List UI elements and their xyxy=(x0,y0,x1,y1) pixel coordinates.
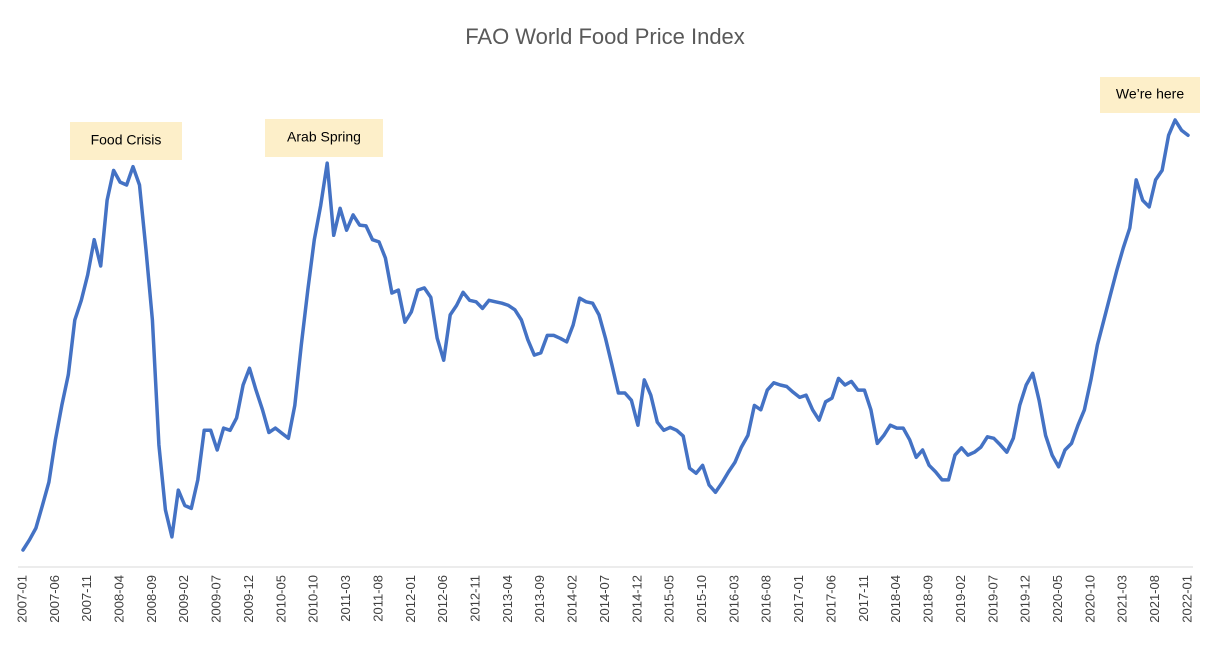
x-tick-label: 2008-04 xyxy=(112,575,127,623)
x-tick-label: 2019-12 xyxy=(1018,575,1033,623)
x-tick-label: 2019-07 xyxy=(985,575,1000,623)
annotation: Food Crisis xyxy=(91,132,162,148)
x-tick-label: 2014-12 xyxy=(629,575,644,623)
chart-title: FAO World Food Price Index xyxy=(465,24,745,49)
annotation-box xyxy=(1100,77,1200,113)
x-tick-label: 2012-06 xyxy=(435,575,450,623)
x-tick-label: 2013-09 xyxy=(532,575,547,623)
x-tick-label: 2008-09 xyxy=(144,575,159,623)
x-tick-label: 2012-01 xyxy=(403,575,418,623)
x-tick-label: 2018-04 xyxy=(888,575,903,623)
x-tick-label: 2021-03 xyxy=(1115,575,1130,623)
annotation-box xyxy=(70,122,182,160)
x-tick-label: 2007-01 xyxy=(14,575,29,623)
annotation-box xyxy=(265,119,383,157)
x-tick-label: 2019-02 xyxy=(953,575,968,623)
x-tick-label: 2017-11 xyxy=(856,575,871,622)
annotation: Arab Spring xyxy=(287,129,361,145)
line xyxy=(21,118,1190,552)
x-tick-label: 2020-10 xyxy=(1082,575,1097,623)
x-tick-label: 2020-05 xyxy=(1050,575,1065,623)
x-tick-label: 2017-06 xyxy=(823,575,838,623)
x-tick-label: 2013-04 xyxy=(500,575,515,623)
x-tick-label: 2009-12 xyxy=(241,575,256,623)
x-tick-label: 2007-11 xyxy=(79,575,94,622)
x-tick-label: 2012-11 xyxy=(467,575,482,622)
x-tick-label: 2010-10 xyxy=(306,575,321,623)
x-tick-label: 2011-08 xyxy=(370,575,385,622)
x-tick-label: 2011-03 xyxy=(338,575,353,622)
x-tick-label: 2007-06 xyxy=(47,575,62,623)
x-tick-label: 2018-09 xyxy=(921,575,936,623)
x-tick-label: 2021-08 xyxy=(1147,575,1162,623)
x-tick-label: 2014-07 xyxy=(597,575,612,623)
x-tick-label: 2010-05 xyxy=(273,575,288,623)
x-tick-label: 2015-05 xyxy=(662,575,677,623)
x-tick-label: 2009-02 xyxy=(176,575,191,623)
x-tick-label: 2014-02 xyxy=(565,575,580,623)
x-tick-label: 2022-01 xyxy=(1179,575,1194,623)
annotation: We’re here xyxy=(1116,86,1184,102)
x-tick-label: 2016-03 xyxy=(726,575,741,623)
x-tick-label: 2016-08 xyxy=(759,575,774,623)
x-tick-label: 2017-01 xyxy=(791,575,806,623)
x-tick-label: 2009-07 xyxy=(209,575,224,623)
x-tick-label: 2015-10 xyxy=(694,575,709,623)
